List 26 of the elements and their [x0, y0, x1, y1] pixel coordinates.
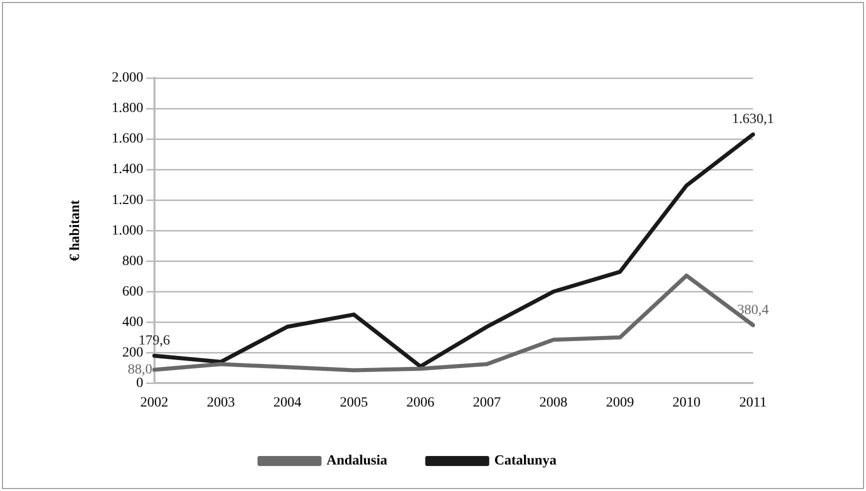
data-label: 380,4 — [737, 302, 769, 318]
y-tick-label: 600 — [122, 284, 144, 300]
x-tick-label: 2011 — [739, 395, 767, 410]
data-label: 88,0 — [128, 362, 152, 378]
x-tick-label: 2009 — [606, 395, 634, 410]
x-tick-label: 2006 — [406, 395, 434, 410]
y-tick-label: 1.200 — [112, 192, 144, 208]
y-tick-label: 1.600 — [112, 132, 144, 147]
x-tick-label: 2004 — [273, 395, 302, 410]
data-label: 1.630,1 — [732, 112, 774, 128]
y-tick-label: 0 — [136, 376, 144, 391]
x-tick-label: 2010 — [672, 395, 700, 410]
x-tick-label: 2008 — [539, 395, 568, 410]
y-tick-label: 800 — [122, 254, 144, 269]
y-tick-label: 1.000 — [112, 223, 144, 238]
x-tick-label: 2002 — [140, 395, 168, 410]
y-axis-title: € habitant — [68, 200, 84, 262]
x-tick-label: 2007 — [472, 395, 501, 410]
y-tick-label: 1.800 — [112, 101, 144, 116]
x-tick-label: 2005 — [340, 395, 368, 410]
y-tick-label: 1.400 — [112, 162, 144, 178]
y-tick-label: 400 — [122, 314, 144, 330]
legend-label: Andalusia — [326, 454, 388, 469]
legend-label: Catalunya — [494, 454, 556, 469]
x-tick-label: 2003 — [206, 395, 235, 410]
y-tick-label: 2.000 — [112, 70, 144, 86]
